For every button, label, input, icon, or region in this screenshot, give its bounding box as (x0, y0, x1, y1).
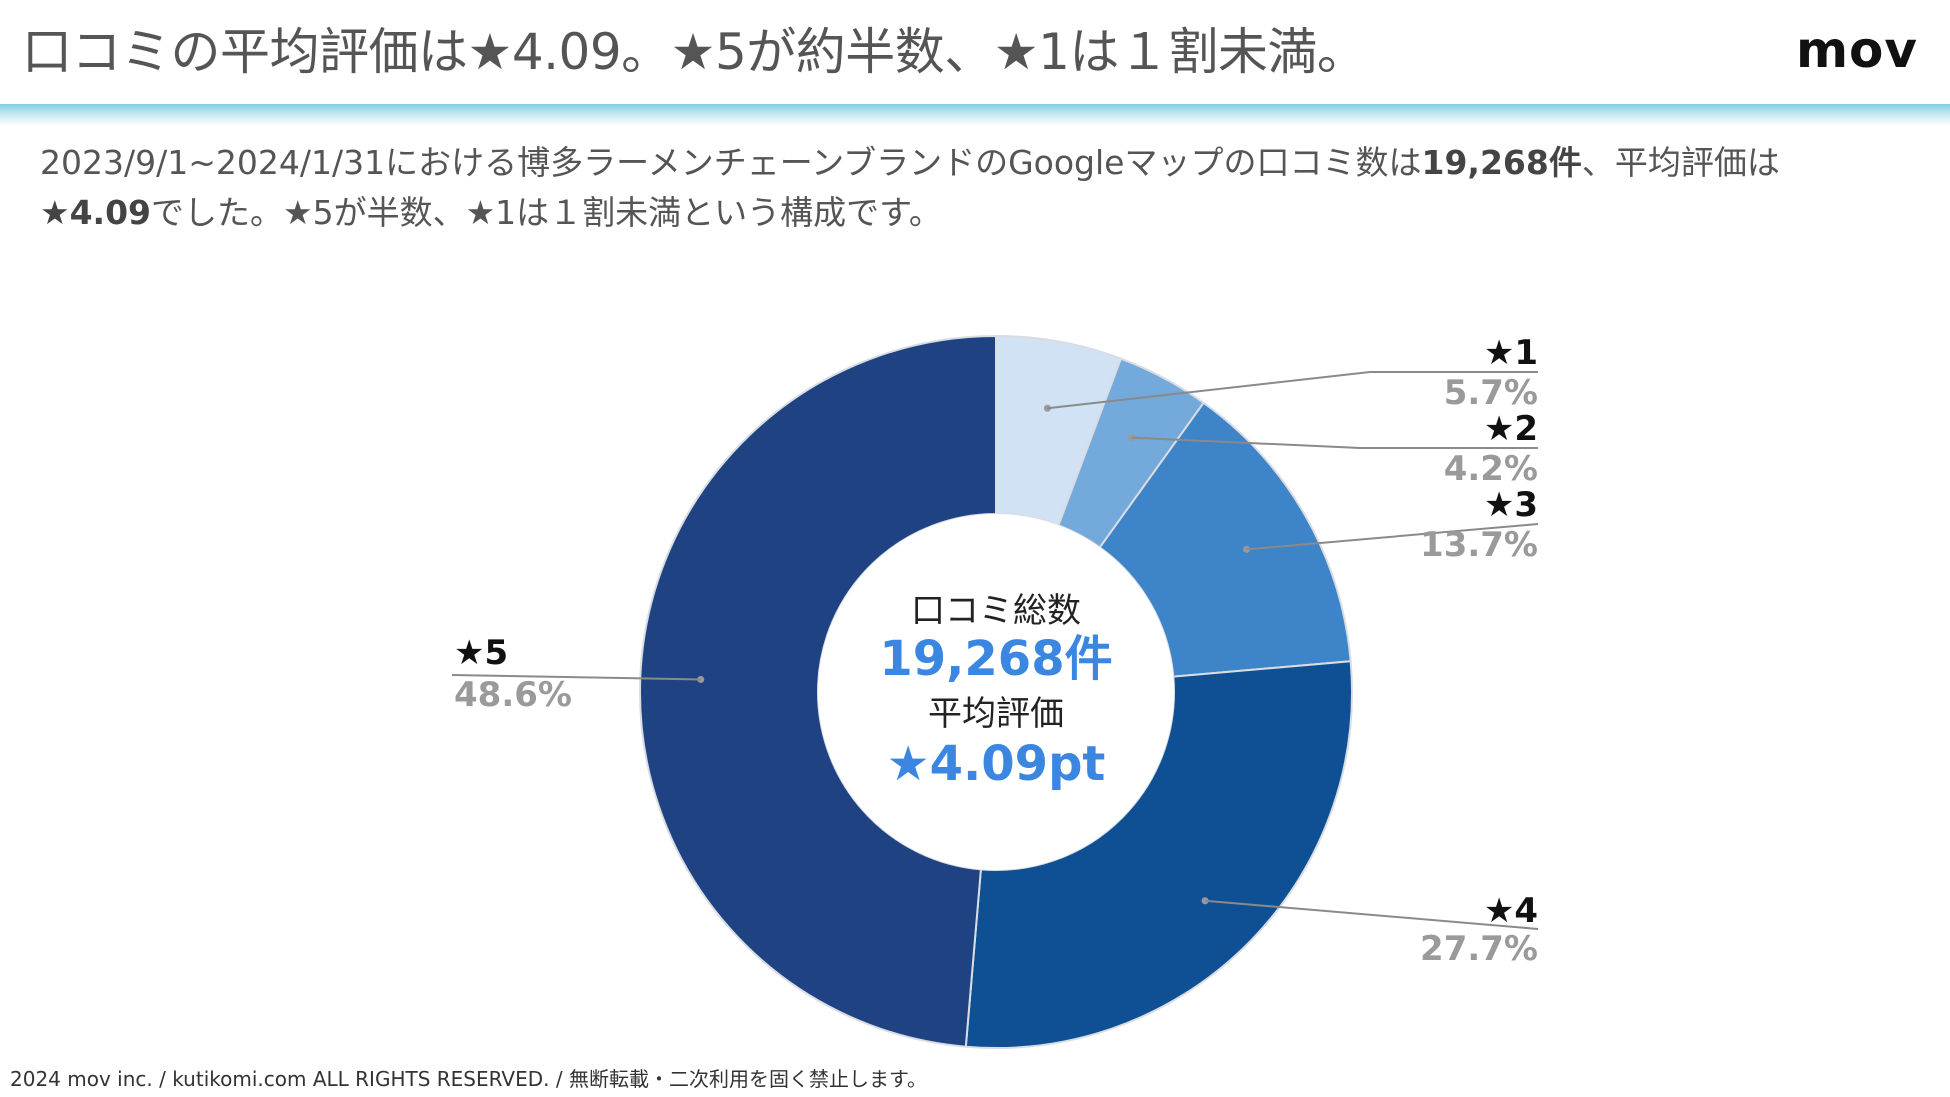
slice-value-star-2: 4.2% (1444, 449, 1538, 489)
slice-value-star-3: 13.7% (1420, 525, 1538, 565)
center-average-value: ★4.09pt (887, 736, 1106, 792)
brand-logo: mov (1795, 21, 1918, 79)
summary-review-count: 19,268件 (1421, 143, 1582, 182)
donut-hole (818, 514, 1174, 870)
leader-line-star-3 (1246, 523, 1539, 551)
slice-label-star-2: ★2 (1484, 409, 1538, 449)
summary-part-3: でした。★5が半数、★1は１割未満という構成です。 (151, 193, 942, 232)
slice-value-star-4: 27.7% (1420, 929, 1538, 969)
leader-line-star-2 (1131, 436, 1538, 449)
donut-slices (638, 334, 1354, 1050)
summary-part-2: 、平均評価は (1581, 143, 1780, 182)
slice-label-star-5: ★5 (454, 633, 508, 673)
slice-labels: ★15.7%★24.2%★313.7% ★427.7% ★548.6% (454, 333, 1538, 969)
page-title: 口コミの平均評価は★4.09。★5が約半数、★1は１割未満。 (22, 23, 1367, 81)
leader-line-star-4 (1205, 899, 1539, 930)
header: 口コミの平均評価は★4.09。★5が約半数、★1は１割未満。 mov (0, 0, 1950, 104)
leader-line-star-1 (1047, 371, 1538, 410)
leader-line-star-5 (451, 674, 701, 681)
summary-part-1: 2023/9/1~2024/1/31における博多ラーメンチェーンブランドのGoo… (40, 143, 1422, 182)
slice-value-star-1: 5.7% (1444, 373, 1538, 413)
slice-label-star-1: ★1 (1484, 333, 1538, 373)
slice-label-star-4: ★4 (1484, 891, 1538, 931)
header-accent-bar (0, 104, 1950, 126)
summary-average-rating: ★4.09 (40, 193, 152, 232)
slice-value-star-5: 48.6% (454, 675, 572, 715)
center-summary: 口コミ総数 19,268件 平均評価 ★4.09pt (879, 591, 1112, 792)
slice-label-star-3: ★3 (1484, 485, 1538, 525)
center-total-value: 19,268件 (879, 631, 1112, 687)
leader-lines (451, 371, 1539, 930)
footer-copyright: 2024 mov inc. / kutikomi.com ALL RIGHTS … (10, 1067, 927, 1091)
center-total-label: 口コミ総数 (911, 591, 1081, 631)
center-average-label: 平均評価 (928, 694, 1064, 734)
summary-text: 2023/9/1~2024/1/31における博多ラーメンチェーンブランドのGoo… (40, 138, 1920, 238)
